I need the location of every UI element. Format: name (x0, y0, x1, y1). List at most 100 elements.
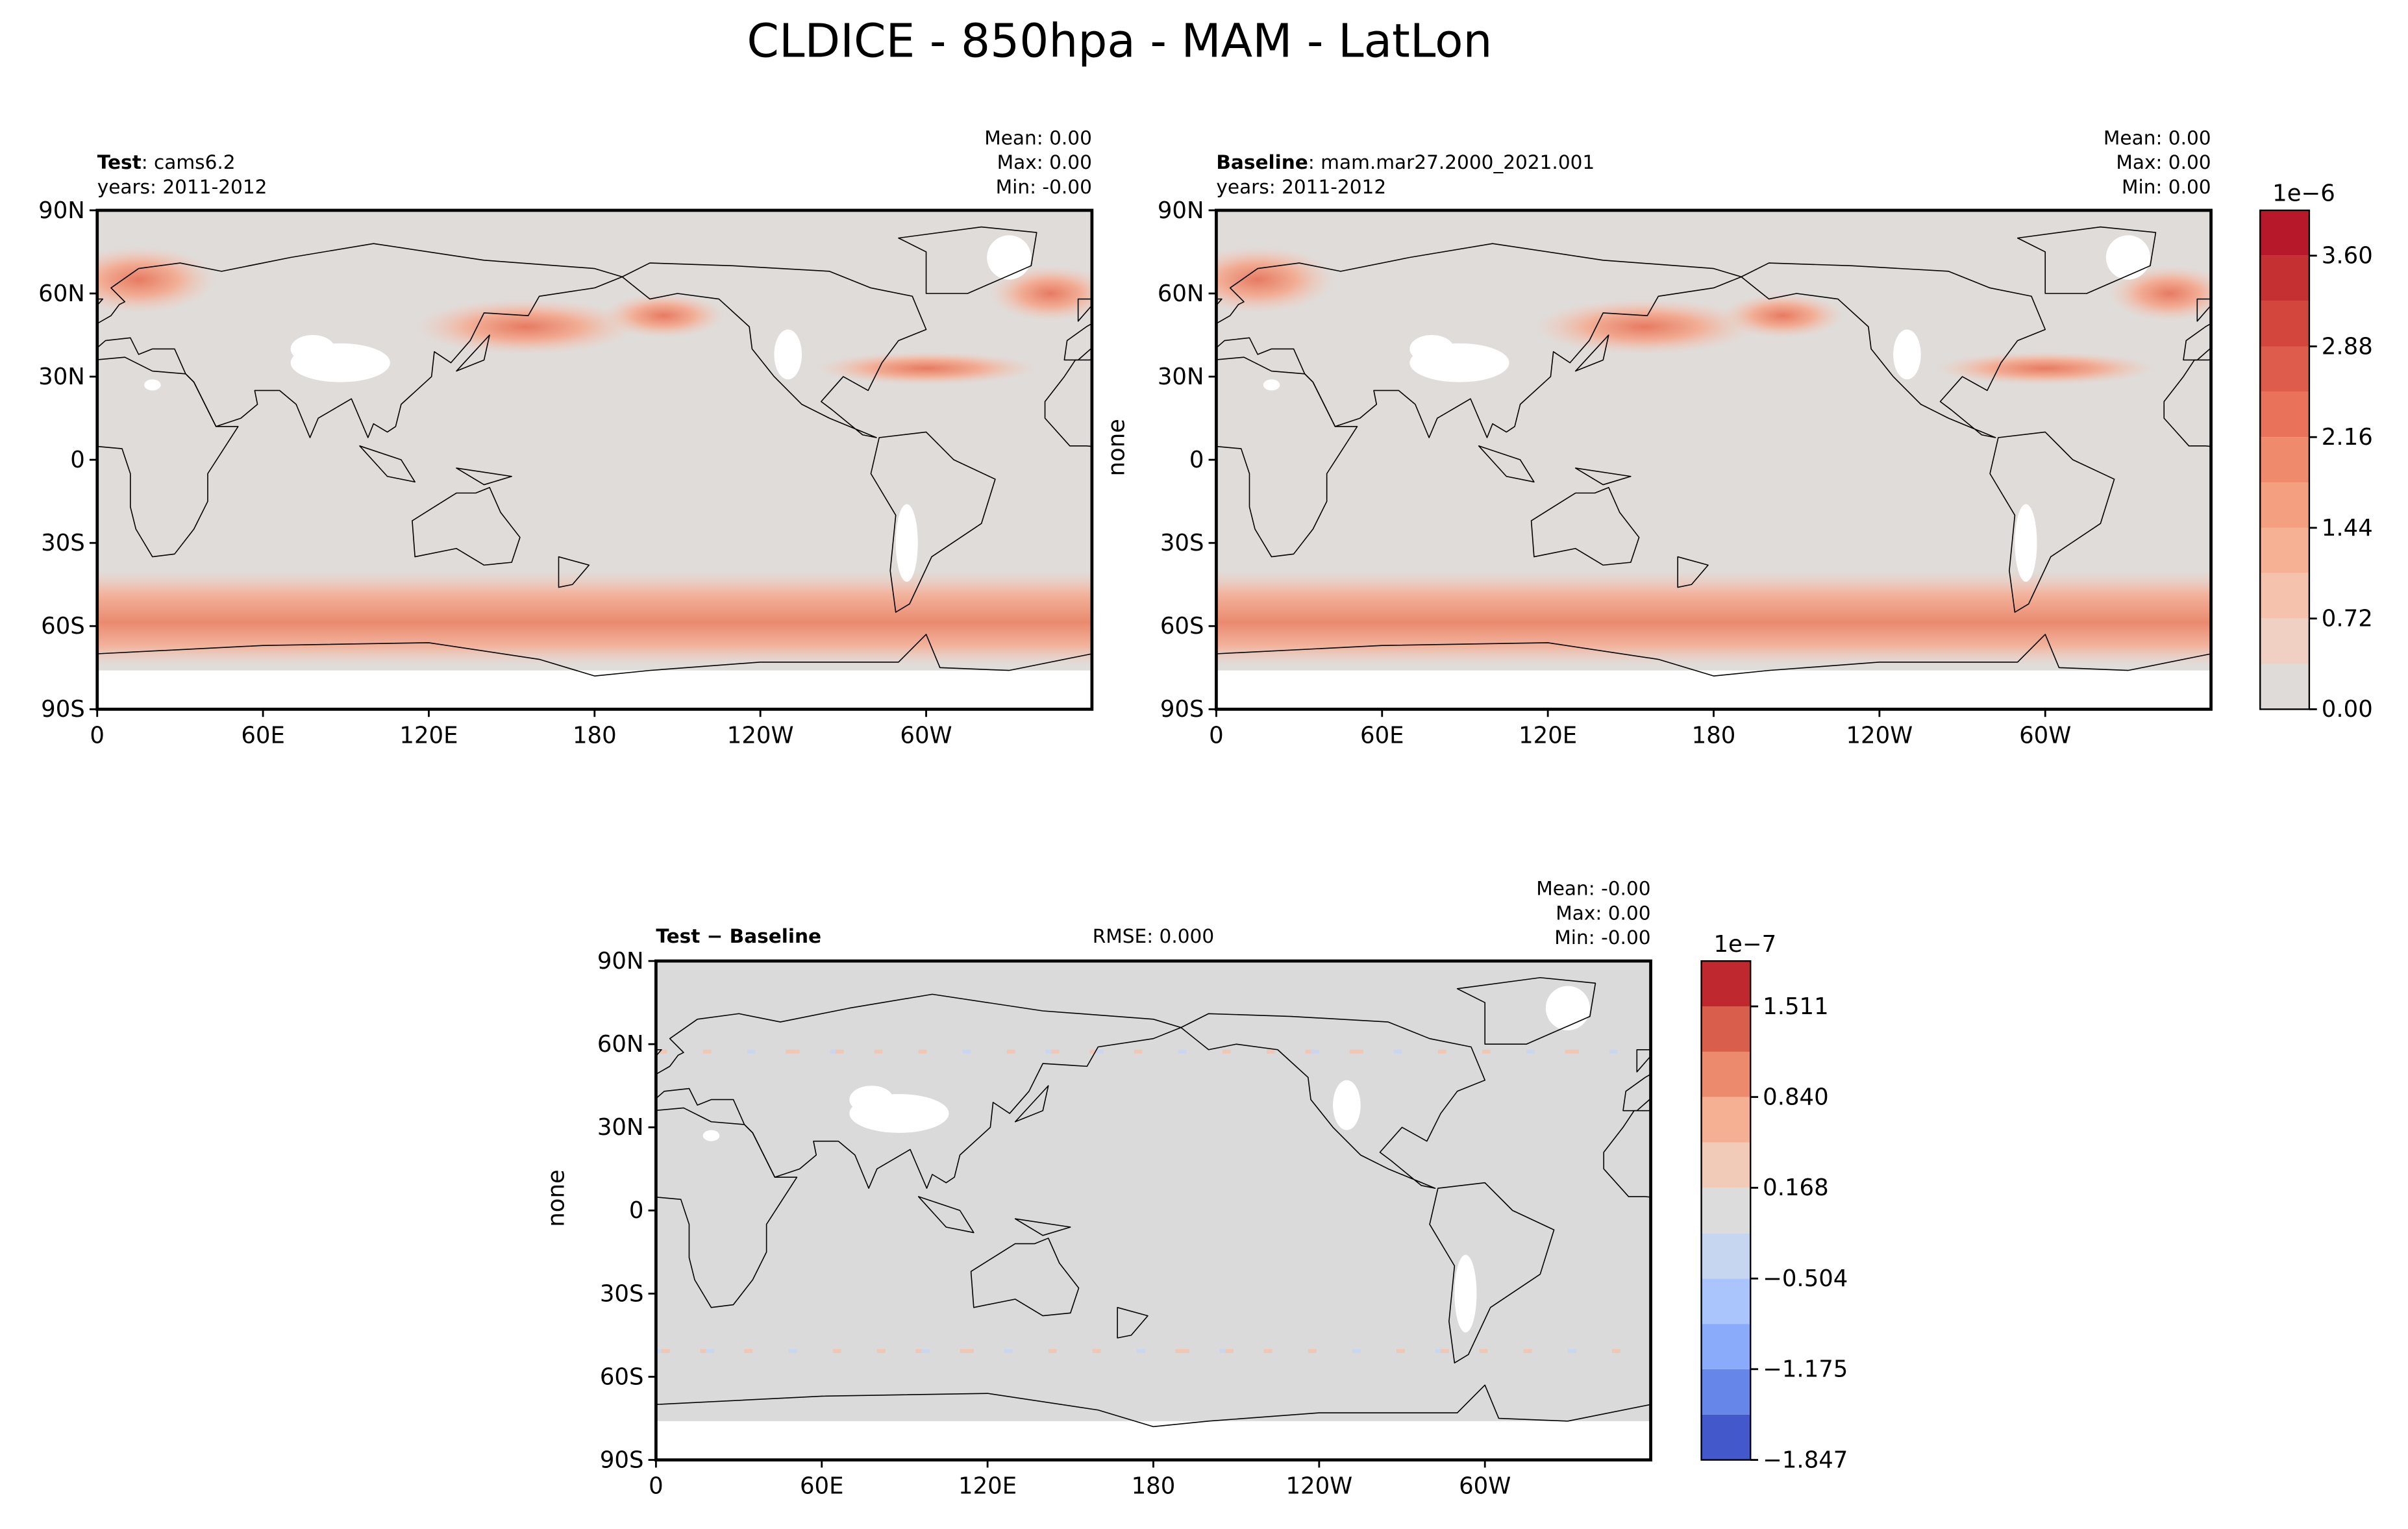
field-fleck (1435, 1349, 1444, 1353)
colorbar-band (2260, 210, 2309, 256)
field-fleck (1178, 1049, 1187, 1054)
coastline (1990, 432, 2115, 612)
field-fleck (1266, 1049, 1275, 1054)
field-fleck (1175, 1349, 1184, 1353)
coastline (456, 335, 490, 371)
x-tick-label: 60W (2019, 722, 2071, 749)
y-tick-label: 60N (597, 1031, 644, 1058)
field-fleck (661, 1349, 670, 1353)
field-fleck (965, 1349, 974, 1353)
field-fleck (1479, 1349, 1488, 1353)
field-fleck (1263, 1349, 1272, 1353)
field-fleck (1396, 1349, 1405, 1353)
colorbar-frame (2259, 209, 2311, 710)
field-fleck (915, 1349, 925, 1353)
panel-years: years: 2011-2012 (97, 176, 267, 198)
coastline (1966, 1238, 2074, 1316)
field-fleck (1437, 1049, 1446, 1054)
antarctic-missing (97, 670, 1092, 710)
missing-data (987, 235, 1032, 280)
field-fleck (830, 1049, 839, 1054)
colorbar-tick-label: 2.16 (2322, 424, 2373, 451)
field-fleck (1565, 1049, 1574, 1054)
field-fleck (1222, 1049, 1231, 1054)
colorbar-offset: 1e−7 (1714, 931, 1777, 958)
colorbar-tick-label: 0.168 (1763, 1175, 1829, 1201)
field-fleck (1136, 1349, 1145, 1353)
panel-years: years: 2011-2012 (1216, 176, 1386, 198)
missing-data (1893, 329, 1921, 380)
coastline (558, 557, 589, 588)
field-fleck (1611, 1349, 1620, 1353)
y-axis-label: none (1104, 419, 1130, 476)
coastline (456, 468, 512, 485)
x-tick-label: 60W (900, 722, 952, 749)
field-fleck (1134, 1049, 1143, 1054)
x-tick-label: 120W (727, 722, 794, 749)
coastline (1015, 1086, 1049, 1121)
field-fleck (1051, 1049, 1060, 1054)
field-fleck (1089, 1049, 1098, 1054)
missing-data (849, 1086, 894, 1113)
field-fleck (1523, 1349, 1532, 1353)
field-blob (602, 293, 725, 338)
coastline (1913, 1197, 1968, 1232)
panel-stat: Max: 0.00 (2116, 151, 2211, 173)
field-fleck (791, 1049, 800, 1054)
field-fleck (1349, 1049, 1358, 1054)
coastline (97, 634, 1092, 723)
x-tick-label: 120E (399, 722, 458, 749)
y-tick-label: 30S (41, 530, 85, 556)
field-fleck (1095, 1049, 1104, 1054)
x-tick-label: 120E (1519, 722, 1577, 749)
coastline (1045, 357, 1233, 556)
field-band (97, 570, 1092, 665)
y-tick-label: 60S (600, 1363, 644, 1390)
panel-stat: Mean: 0.00 (984, 127, 1092, 149)
y-tick-label: 90S (1160, 696, 1204, 723)
missing-data (1545, 986, 1590, 1030)
field-fleck (1570, 1049, 1579, 1054)
colorbar-band (1701, 1278, 1751, 1324)
colorbar-tick-label: 0.00 (2322, 696, 2373, 723)
field-fleck (1219, 1349, 1228, 1353)
y-tick-label: 60N (1158, 280, 1204, 307)
y-tick-label: 90N (1158, 197, 1204, 224)
y-tick-label: 0 (1189, 447, 1204, 473)
y-tick-label: 90S (600, 1447, 644, 1473)
panel-title: Test − Baseline (656, 925, 821, 947)
coastline (899, 227, 1037, 293)
y-tick-label: 30N (38, 364, 85, 390)
panel-stat: Mean: 0.00 (2104, 127, 2211, 149)
coastline (2010, 1086, 2043, 1121)
field-blob (815, 351, 1037, 385)
colorbar-band (1701, 1187, 1751, 1234)
coastline (609, 1108, 797, 1307)
colorbar-band (2260, 392, 2309, 438)
antarctic-missing (656, 1421, 1651, 1460)
panel-title-name: Baseline (1216, 151, 1308, 173)
field-fleck (1305, 1049, 1314, 1054)
coastline (1576, 468, 1631, 485)
field-fleck (876, 1349, 886, 1353)
field-fleck (788, 1349, 797, 1353)
field-fleck (1181, 1349, 1189, 1353)
y-tick-label: 30S (1160, 530, 1204, 556)
panel-title-case: : cams6.2 (142, 151, 236, 173)
panel-stat: Mean: -0.00 (1536, 877, 1650, 899)
field-fleck (705, 1349, 714, 1353)
field-fleck (744, 1349, 753, 1353)
missing-data (895, 504, 918, 582)
panel-rmse: RMSE: 0.000 (1093, 925, 1214, 947)
field-blob (1533, 299, 1756, 354)
field-fleck (1006, 1049, 1015, 1054)
colorbar-band (2260, 255, 2309, 301)
colorbar-band (2260, 664, 2309, 710)
field-fleck (874, 1049, 883, 1054)
colorbar-band (2260, 527, 2309, 573)
colorbar-tick-label: 3.60 (2322, 243, 2373, 269)
colorbar-band (1701, 1414, 1751, 1460)
field-fleck (832, 1349, 841, 1353)
coastline (1741, 263, 2045, 438)
